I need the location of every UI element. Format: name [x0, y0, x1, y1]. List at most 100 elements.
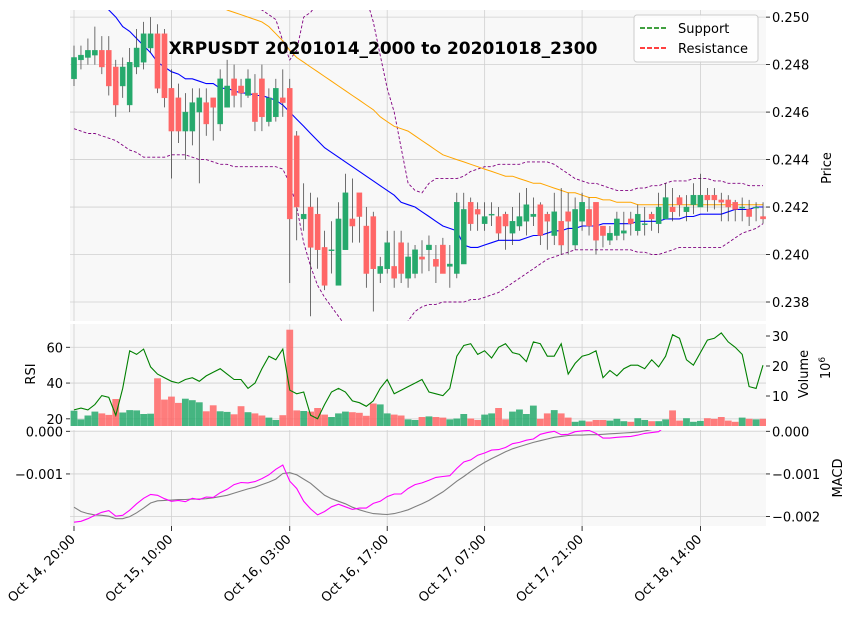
rsi-ytick-label-2: 60: [46, 341, 63, 356]
candle-body-56: [460, 209, 467, 265]
candle-body-5: [105, 50, 112, 87]
candle-body-81: [634, 213, 641, 231]
bollinger-lower-line: [73, 128, 764, 321]
rsi-axis-label: RSI: [24, 363, 39, 384]
candle-body-88: [683, 206, 690, 212]
volume-bar-95: [731, 421, 739, 426]
ma-slow-line: [226, 10, 763, 206]
volume-bar-33: [300, 411, 308, 426]
candle-body-6: [112, 66, 119, 106]
volume-bar-55: [453, 418, 461, 426]
candle-body-11: [147, 33, 154, 49]
candle-body-97: [746, 209, 752, 217]
volume-bar-49: [411, 420, 419, 426]
candle-body-80: [628, 218, 634, 224]
volume-bar-44: [376, 404, 384, 426]
volume-bar-86: [669, 410, 676, 426]
volume-bar-38: [335, 413, 342, 426]
candle-body-17: [189, 102, 196, 132]
volume-bar-96: [738, 417, 746, 426]
candle-body-8: [126, 62, 133, 106]
legend-support-label: Support: [678, 22, 729, 37]
volume-bar-81: [634, 418, 642, 426]
candle-body-1: [78, 54, 84, 61]
volume-bar-48: [404, 419, 412, 426]
volume-bar-80: [627, 421, 635, 426]
candle-body-74: [586, 209, 592, 227]
candle-body-30: [280, 97, 286, 103]
candle-body-79: [621, 230, 627, 234]
price-ytick-label-1: 0.240: [772, 249, 809, 264]
candle-body-94: [725, 199, 732, 208]
macd-left-ytick-label-1: −0.001: [15, 468, 63, 483]
volume-bar-77: [606, 420, 614, 426]
candle-body-86: [669, 206, 676, 212]
volume-bar-93: [717, 417, 725, 426]
volume-bar-15: [175, 402, 182, 426]
candle-body-58: [474, 209, 481, 215]
candle-body-95: [732, 202, 738, 210]
candlesticks: [71, 17, 766, 317]
price-ytick-label-5: 0.248: [772, 59, 809, 74]
macd-signal-line: [73, 430, 653, 520]
price-ytick-label-2: 0.242: [772, 201, 809, 216]
candle-body-43: [370, 216, 377, 269]
legend: Support Resistance: [633, 14, 759, 63]
candle-body-57: [467, 202, 474, 224]
volume-bar-10: [140, 414, 147, 426]
volume-bar-11: [147, 413, 154, 426]
indicator-lines: [73, 10, 764, 523]
candle-body-27: [259, 78, 265, 118]
candle-body-93: [718, 199, 725, 203]
candle-body-34: [307, 206, 314, 248]
volume-bar-92: [710, 418, 718, 426]
volume-bar-23: [230, 414, 238, 426]
candle-body-89: [690, 194, 697, 205]
volume-bar-91: [703, 418, 711, 426]
volume-bar-31: [286, 329, 294, 426]
candle-body-39: [342, 192, 349, 250]
candle-body-22: [224, 85, 230, 108]
candle-body-84: [655, 206, 662, 224]
candle-body-15: [175, 97, 182, 132]
volume-bar-5: [105, 414, 113, 426]
volume-bar-12: [154, 378, 161, 426]
candle-body-92: [711, 194, 718, 201]
volume-bar-14: [168, 396, 175, 426]
volume-bar-60: [488, 413, 495, 426]
candle-body-83: [648, 213, 655, 220]
volume-bar-45: [383, 413, 391, 426]
candle-body-61: [495, 216, 502, 234]
price-axis-label: Price: [820, 152, 835, 184]
volume-bar-82: [641, 420, 649, 426]
candle-body-13: [161, 33, 168, 99]
candle-body-99: [760, 216, 766, 220]
macd-left-ytick-label-0: 0.000: [26, 425, 63, 440]
x-tick-label-4: Oct 17, 07:00: [416, 532, 489, 605]
candle-body-44: [377, 266, 384, 274]
volume-bar-32: [293, 410, 301, 426]
volume-bar-74: [585, 421, 593, 426]
candle-body-47: [398, 242, 404, 274]
legend-resistance-label: Resistance: [678, 42, 748, 57]
volume-bar-41: [355, 412, 363, 426]
volume-bar-27: [258, 415, 266, 426]
volume-bar-20: [209, 405, 217, 426]
volume-bar-2: [84, 415, 92, 426]
volume-bar-75: [592, 420, 600, 426]
volume-bar-57: [467, 418, 475, 426]
candle-body-0: [71, 57, 77, 80]
volume-bar-83: [648, 421, 656, 426]
candle-body-65: [523, 204, 530, 222]
volume-bar-17: [188, 400, 196, 426]
volume-bar-16: [181, 398, 189, 426]
volume-bar-69: [550, 410, 558, 426]
candle-body-85: [662, 197, 669, 220]
candle-group: [71, 17, 766, 317]
volume-unit-exponent: 6: [818, 357, 828, 363]
volume-bar-18: [195, 402, 203, 426]
volume-bar-29: [272, 420, 280, 426]
rsi-ytick-label-1: 40: [46, 377, 63, 392]
